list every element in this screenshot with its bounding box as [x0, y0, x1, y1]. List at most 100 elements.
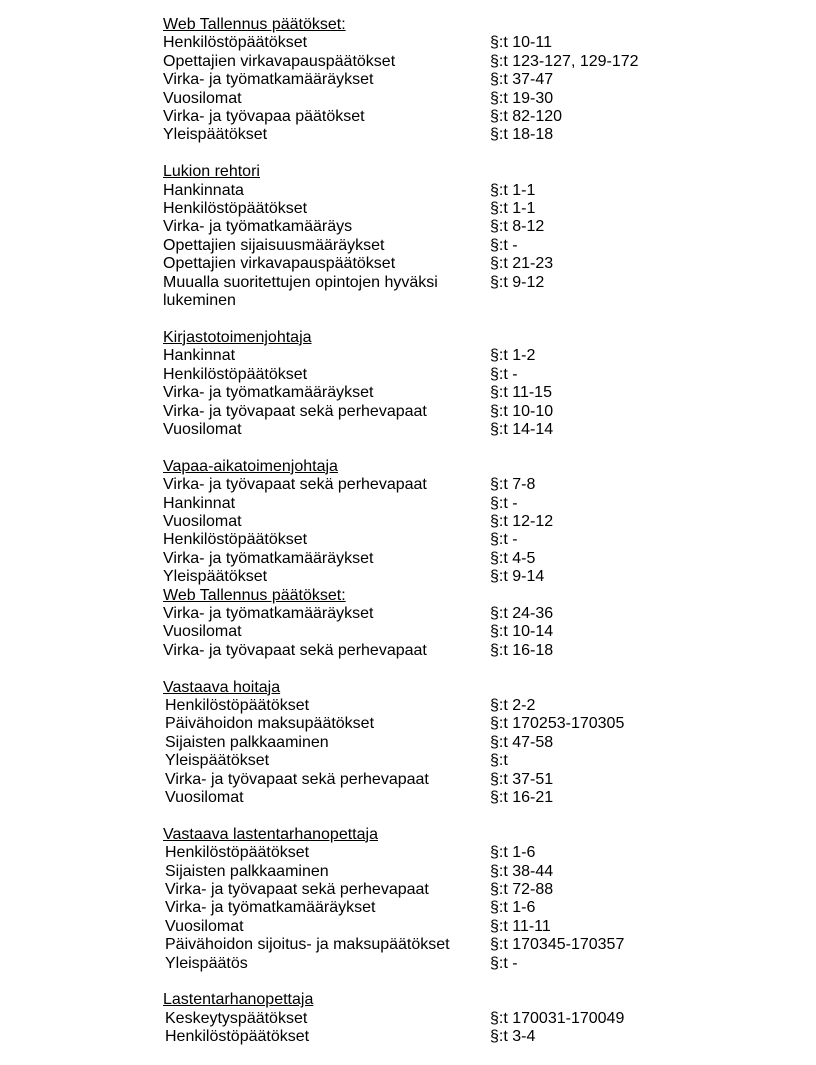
decision-row: Virka- ja työmatkamääräykset §:t 11-15: [163, 384, 723, 402]
section-range: §:t 1-6: [490, 844, 536, 862]
section-range: §:t 7-8: [490, 476, 536, 494]
decision-row: Vuosilomat §:t 19-30: [163, 90, 723, 108]
section-range: §:t 1-1: [490, 181, 536, 199]
decision-type: Virka- ja työmatkamääräykset: [163, 384, 374, 402]
section-range: §:t 21-23: [490, 255, 554, 273]
decision-row: Virka- ja työmatkamääräykset §:t 4-5: [163, 550, 723, 568]
decision-type: Virka- ja työvapaat sekä perhevapaat: [163, 402, 427, 420]
section-range: §:t 18-18: [490, 126, 554, 144]
decision-row: Sijaisten palkkaaminen §:t 47-58: [163, 734, 723, 752]
decision-row: Virka- ja työvapaat sekä perhevapaat §:t …: [163, 881, 723, 899]
section-range: §:t 11-11: [490, 917, 551, 935]
section-range: §:t 19-30: [490, 89, 554, 107]
decision-row: Päivähoidon sijoitus- ja maksupäätökset §…: [163, 936, 723, 954]
decision-type: Henkilöstöpäätökset: [165, 844, 310, 862]
document-page: Web Tallennus päätökset: Henkilöstöpäätök…: [163, 16, 723, 1065]
decision-row: Henkilöstöpäätökset §:t 1-6: [163, 844, 723, 862]
decision-type: Sijaisten palkkaaminen: [165, 733, 329, 751]
section-range: §:t 8-12: [490, 218, 545, 236]
decision-type: Henkilöstöpäätökset: [163, 531, 308, 549]
decision-row: Vuosilomat §:t 10-14: [163, 623, 723, 641]
spacer: [163, 145, 723, 163]
section-range: §:t -: [490, 236, 518, 254]
decision-type: Virka- ja työvapaat sekä perhevapaat: [165, 881, 429, 899]
decision-type: Opettajien virkavapauspäätökset: [163, 52, 396, 70]
section-range: §:t -: [490, 531, 518, 549]
spacer: [163, 439, 723, 457]
section-range: §:t 37-51: [490, 770, 554, 788]
decision-type: Hankinnata: [163, 181, 244, 199]
decision-type: Virka- ja työvapaa päätökset: [163, 108, 365, 126]
decision-row: Virka- ja työmatkamääräykset §:t 1-6: [163, 899, 723, 917]
section-range: §:t 10-11: [490, 34, 552, 52]
decision-type: Sijaisten palkkaaminen: [165, 862, 329, 880]
decision-type: Opettajien virkavapauspäätökset: [163, 255, 396, 273]
section-heading: Lukion rehtori: [163, 163, 260, 181]
decision-type: Virka- ja työmatkamääräykset: [163, 71, 374, 89]
decision-row: Virka- ja työvapaat sekä perhevapaat §:t …: [163, 403, 723, 421]
section-range: §:t 24-36: [490, 604, 554, 622]
section-range: §:t: [490, 752, 508, 770]
decision-type: Vuosilomat: [165, 789, 244, 806]
decision-row: Henkilöstöpäätökset §:t 2-2: [163, 697, 723, 715]
section-range: §:t 82-120: [490, 108, 563, 126]
decision-row: Yleispäätökset §:t: [163, 752, 723, 770]
decision-type: Opettajien sijaisuusmääräykset: [163, 236, 385, 254]
decision-type: Virka- ja työmatkamääräykset: [165, 899, 376, 917]
section: Vastaava hoitaja Henkilöstöpäätökset §:t 2…: [163, 679, 723, 826]
decision-type: Vuosilomat: [163, 89, 242, 107]
section-range: §:t 16-18: [490, 641, 554, 659]
spacer: [163, 660, 723, 678]
spacer: [163, 310, 723, 328]
section-range: §:t 170253-170305: [490, 715, 625, 733]
section-heading: Vapaa-aikatoimenjohtaja: [163, 457, 338, 475]
section-range: §:t 38-44: [490, 862, 554, 880]
decision-row: Muualla suoritettujen opintojen hyväksi …: [163, 274, 723, 311]
decision-type: Yleispäätökset: [163, 126, 268, 144]
section-heading: Vastaava lastentarhanopettaja: [163, 825, 378, 843]
decision-row: Virka- ja työvapaat sekä perhevapaat §:t …: [163, 642, 723, 660]
decision-row: Virka- ja työmatkamääräykset §:t 24-36: [163, 605, 723, 623]
decision-type: Vuosilomat: [163, 420, 242, 438]
decision-type: Virka- ja työvapaat sekä perhevapaat: [163, 476, 427, 494]
spacer: [163, 807, 723, 825]
decision-row: Virka- ja työmatkamääräykset §:t 37-47: [163, 71, 723, 89]
decision-row: Hankinnat §:t 1-2: [163, 347, 723, 365]
section-range: §:t -: [490, 494, 518, 512]
section: Kirjastotoimenjohtaja Hankinnat §:t 1-2 Hen…: [163, 329, 723, 458]
section-range: §:t 10-14: [490, 623, 554, 641]
section-range: §:t 170031-170049: [490, 1009, 625, 1027]
decision-row: Päivähoidon maksupäätökset §:t 170253-170…: [163, 715, 723, 733]
decision-row: Vuosilomat §:t 11-11: [163, 918, 723, 936]
decision-type: Virka- ja työmatkamääräys: [163, 218, 353, 236]
section-heading: Vastaava hoitaja: [163, 678, 281, 696]
decision-row: Yleispäätökset §:t 18-18: [163, 126, 723, 144]
section-heading: Web Tallennus päätökset:: [163, 16, 346, 33]
section-range: §:t 47-58: [490, 733, 554, 751]
section-range: §:t 4-5: [490, 549, 536, 567]
decision-row: Virka- ja työvapaa päätökset §:t 82-120: [163, 108, 723, 126]
section-heading: Kirjastotoimenjohtaja: [163, 328, 312, 346]
spacer: [163, 973, 723, 991]
decision-row: Vuosilomat §:t 14-14: [163, 421, 723, 439]
decision-type: Vuosilomat: [163, 512, 242, 530]
section-range: §:t 11-15: [490, 384, 552, 402]
section-range: §:t 37-47: [490, 71, 554, 89]
section-range: §:t 9-12: [490, 273, 545, 291]
decision-type: Yleispäätökset: [163, 568, 268, 586]
decision-type: Virka- ja työmatkamääräykset: [163, 549, 374, 567]
section-range: §:t 1-2: [490, 347, 536, 365]
decision-row: Opettajien virkavapauspäätökset §:t 21-23: [163, 255, 723, 273]
decision-type: Henkilöstöpäätökset: [163, 365, 308, 383]
decision-type: Yleispäätös: [165, 954, 248, 972]
decision-type: Hankinnat: [163, 347, 236, 365]
decision-row: Hankinnat §:t -: [163, 495, 723, 513]
decision-row: Keskeytyspäätökset §:t 170031-170049: [163, 1010, 723, 1028]
section-range: §:t 3-4: [490, 1028, 536, 1046]
section: Web Tallennus päätökset: Henkilöstöpäätök…: [163, 16, 723, 163]
decision-row: Henkilöstöpäätökset §:t 10-11: [163, 34, 723, 52]
decision-row: Henkilöstöpäätökset §:t -: [163, 366, 723, 384]
decision-row: Virka- ja työvapaat sekä perhevapaat §:t …: [163, 476, 723, 494]
decision-row: Virka- ja työmatkamääräys §:t 8-12: [163, 218, 723, 236]
decision-type: Muualla suoritettujen opintojen hyväksi …: [163, 273, 438, 310]
